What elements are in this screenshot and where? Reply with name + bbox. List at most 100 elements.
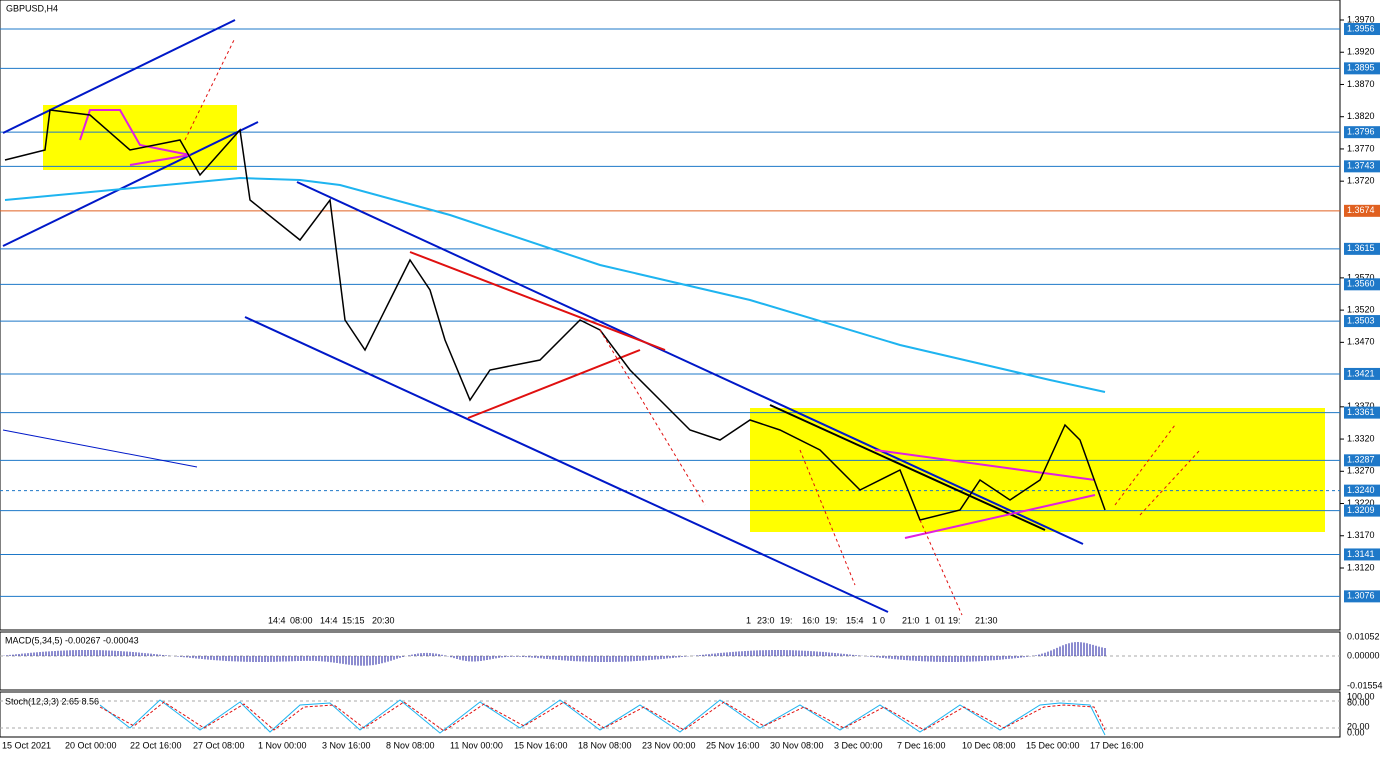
price-tick: 1.3820 — [1347, 111, 1375, 121]
time-tick: 10 Dec 08:00 — [962, 740, 1016, 750]
time-tick: 11 Nov 00:00 — [450, 740, 503, 750]
time-mark: 23:0 — [757, 615, 775, 625]
price-badge — [1344, 126, 1380, 139]
price-badge — [1344, 62, 1380, 75]
price-level-label: 1.3560 — [1347, 279, 1375, 289]
time-mark: 01 — [935, 615, 945, 625]
time-tick: 27 Oct 08:00 — [193, 740, 245, 750]
price-tick: 1.3770 — [1347, 143, 1375, 153]
time-tick: 3 Nov 16:00 — [322, 740, 371, 750]
price-tick: 1.3520 — [1347, 304, 1375, 314]
price-badge — [1344, 315, 1380, 328]
stoch-pane — [0, 691, 1341, 738]
time-tick: 15 Dec 00:00 — [1026, 740, 1080, 750]
macd-tick: 0.00000 — [1347, 650, 1380, 660]
time-mark: 15:4 — [846, 615, 864, 625]
projection — [1114, 424, 1176, 506]
price-tick: 1.3170 — [1347, 530, 1375, 540]
price-tick: 1.3370 — [1347, 401, 1375, 411]
channel-line — [2, 121, 259, 247]
projection — [1139, 449, 1201, 516]
time-mark: 0 — [880, 615, 885, 625]
time-tick: 8 Nov 08:00 — [386, 740, 435, 750]
price-badge — [1344, 278, 1380, 291]
time-mark: 16:0 — [802, 615, 820, 625]
price-level-label: 1.3674 — [1347, 205, 1375, 215]
price-level-label: 1.3141 — [1347, 549, 1375, 559]
stoch-tick: 0.00 — [1347, 727, 1365, 737]
channel-line — [296, 181, 1084, 545]
price-tick: 1.3570 — [1347, 272, 1375, 282]
time-mark: 19: — [780, 615, 793, 625]
price-badge — [1344, 504, 1380, 517]
price-level-label: 1.3209 — [1347, 505, 1375, 515]
time-mark: 14:4 — [268, 615, 286, 625]
price-level-label: 1.3287 — [1347, 455, 1375, 465]
price-level-label: 1.3895 — [1347, 63, 1375, 73]
price-tick: 1.3470 — [1347, 337, 1375, 347]
price-badge — [1344, 367, 1380, 380]
price-badge — [1344, 454, 1380, 467]
time-mark: 21:0 — [902, 615, 920, 625]
time-tick: 18 Nov 08:00 — [578, 740, 632, 750]
stoch-signal — [99, 701, 1106, 732]
main-pane — [0, 0, 1341, 631]
projection — [799, 449, 856, 586]
price-level-label: 1.3615 — [1347, 243, 1375, 253]
price-tick: 1.3870 — [1347, 79, 1375, 89]
price-tick: 1.3320 — [1347, 433, 1375, 443]
macd-tick: -0.01554 — [1347, 680, 1383, 690]
time-mark: 19: — [948, 615, 961, 625]
time-mark: 20:30 — [372, 615, 395, 625]
moving-average — [4, 176, 1106, 393]
price-badge — [1344, 204, 1380, 217]
time-tick: 15 Oct 2021 — [2, 740, 51, 750]
stoch-tick: 20.00 — [1347, 721, 1370, 731]
time-mark: 19: — [825, 615, 838, 625]
time-tick: 17 Dec 16:00 — [1090, 740, 1144, 750]
zone — [43, 105, 237, 170]
time-mark: 08:00 — [290, 615, 313, 625]
projection — [599, 329, 706, 506]
price-badge — [1344, 242, 1380, 255]
stoch-tick: 80.00 — [1347, 697, 1370, 707]
price-level-label: 1.3240 — [1347, 485, 1375, 495]
time-tick: 1 Nov 00:00 — [258, 740, 307, 750]
channel-line — [2, 19, 236, 134]
projection — [919, 519, 963, 616]
price-level-label: 1.3421 — [1347, 368, 1375, 378]
price-level-label: 1.3796 — [1347, 127, 1375, 137]
price-tick: 1.3270 — [1347, 466, 1375, 476]
time-tick: 3 Dec 00:00 — [834, 740, 883, 750]
channel-line — [244, 316, 889, 613]
time-mark: 14:4 — [320, 615, 338, 625]
pattern — [904, 494, 1096, 539]
time-tick: 20 Oct 00:00 — [65, 740, 117, 750]
price-level-label: 1.3743 — [1347, 161, 1375, 171]
trend-line — [409, 251, 666, 351]
price-path — [4, 109, 1106, 521]
time-mark: 15:15 — [342, 615, 365, 625]
trend-line — [769, 404, 1046, 531]
price-badge — [1344, 590, 1380, 603]
macd-label: MACD(5,34,5) -0.00267 -0.00043 — [5, 635, 139, 645]
time-tick: 15 Nov 16:00 — [514, 740, 568, 750]
price-tick: 1.3720 — [1347, 176, 1375, 186]
zone — [750, 408, 1325, 532]
time-tick: 25 Nov 16:00 — [706, 740, 760, 750]
price-tick: 1.3920 — [1347, 47, 1375, 57]
trend-line — [2, 429, 198, 468]
price-level-label: 1.3503 — [1347, 315, 1375, 325]
time-tick: 22 Oct 16:00 — [130, 740, 182, 750]
projections — [184, 37, 1201, 616]
price-badge — [1344, 23, 1380, 36]
macd-tick: 0.01052 — [1347, 631, 1380, 641]
price-badge — [1344, 406, 1380, 419]
price-badge — [1344, 484, 1380, 497]
price-level-label: 1.3956 — [1347, 23, 1375, 33]
pattern — [874, 449, 1096, 481]
time-mark: 21:30 — [975, 615, 998, 625]
time-mark: 1 — [925, 615, 930, 625]
price-tick: 1.3220 — [1347, 498, 1375, 508]
time-tick: 7 Dec 16:00 — [897, 740, 946, 750]
